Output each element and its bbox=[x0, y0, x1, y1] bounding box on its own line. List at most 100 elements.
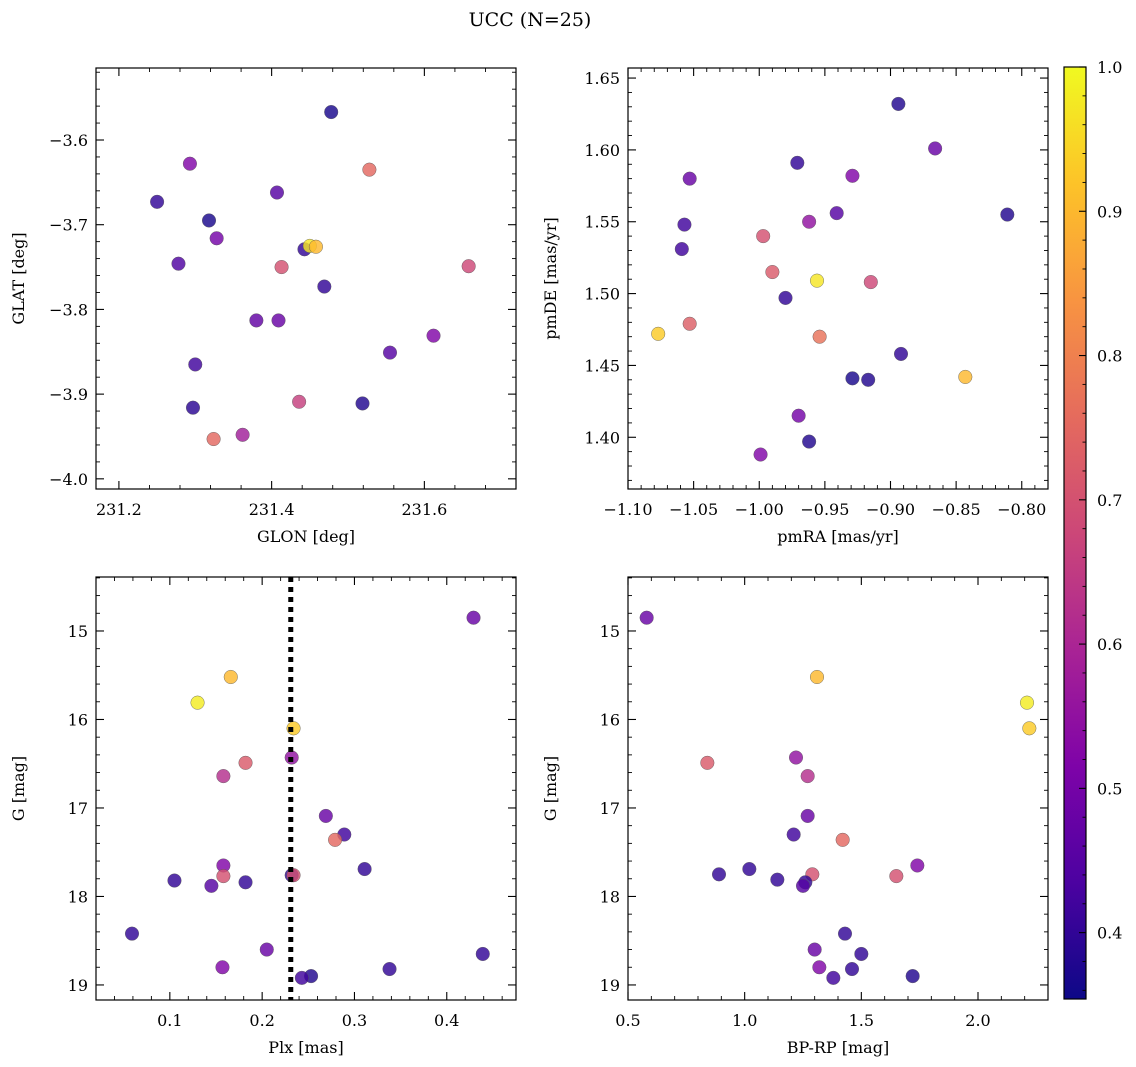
data-point bbox=[854, 946, 869, 961]
data-point bbox=[682, 171, 697, 186]
x-tick-label: −0.95 bbox=[800, 500, 849, 519]
data-point bbox=[318, 808, 333, 823]
y-tick-label: 15 bbox=[68, 622, 88, 641]
x-tick-label: 1.0 bbox=[732, 1011, 757, 1030]
x-tick-label: 0.1 bbox=[157, 1011, 182, 1030]
data-point bbox=[202, 213, 217, 228]
data-point bbox=[861, 372, 876, 387]
axes-frame bbox=[627, 67, 1049, 490]
data-point bbox=[802, 434, 817, 449]
data-point bbox=[796, 878, 811, 893]
x-axis-label: BP-RP [mag] bbox=[787, 1038, 889, 1057]
data-point bbox=[807, 942, 822, 957]
data-point bbox=[845, 371, 860, 386]
data-point bbox=[1020, 695, 1035, 710]
colorbar-tick-label: 0.5 bbox=[1097, 779, 1122, 798]
data-point bbox=[910, 858, 925, 873]
data-point bbox=[753, 447, 768, 462]
data-point bbox=[215, 960, 230, 975]
panel-glon-glat: 231.2 231.4 231.6 −4.0 −3.9 −3.8 −3.7 −3.6 GLON … bbox=[9, 67, 517, 546]
data-point bbox=[216, 769, 231, 784]
colorbar-gradient bbox=[1063, 66, 1087, 1000]
x-tick-label: −0.80 bbox=[997, 500, 1046, 519]
y-tick-label: 17 bbox=[68, 799, 88, 818]
data-point bbox=[294, 970, 309, 985]
y-axis-label: G [mag] bbox=[541, 756, 560, 821]
data-point bbox=[188, 357, 203, 372]
y-tick-label: 18 bbox=[68, 887, 88, 906]
y-tick-label: −3.8 bbox=[49, 300, 88, 319]
data-point bbox=[1022, 721, 1037, 736]
data-point bbox=[791, 408, 806, 423]
data-point bbox=[167, 873, 182, 888]
panel-cmd: 0.5 1.0 1.5 2.0 15 16 17 18 19 BP-RP [mag] G [mag] bbox=[541, 576, 1049, 1057]
panel-plx-g: 0.1 0.2 0.3 0.4 15 16 17 18 19 Plx [mas] G [mag] bbox=[9, 576, 517, 1057]
data-point bbox=[426, 328, 441, 343]
data-point bbox=[259, 942, 274, 957]
y-tick-label: 17 bbox=[600, 799, 620, 818]
data-point bbox=[889, 869, 904, 884]
data-point bbox=[1000, 207, 1015, 222]
x-tick-label: −0.90 bbox=[866, 500, 915, 519]
colorbar: 0.4 0.5 0.6 0.7 0.8 0.9 1.0 bbox=[1063, 58, 1122, 1000]
data-point bbox=[835, 832, 850, 847]
data-point bbox=[651, 326, 666, 341]
y-tick-label: 1.50 bbox=[584, 285, 620, 304]
x-tick-label: 0.4 bbox=[434, 1011, 459, 1030]
y-tick-label: −4.0 bbox=[49, 470, 88, 489]
data-point bbox=[639, 610, 654, 625]
data-point bbox=[802, 214, 817, 229]
x-tick-label: 231.4 bbox=[249, 500, 295, 519]
data-point bbox=[216, 869, 231, 884]
data-point bbox=[845, 962, 860, 977]
x-tick-label: −0.85 bbox=[932, 500, 981, 519]
y-axis-label: pmDE [mas/yr] bbox=[541, 217, 560, 340]
data-point bbox=[742, 862, 757, 877]
y-tick-label: 16 bbox=[600, 710, 620, 729]
data-point bbox=[171, 256, 186, 271]
data-point bbox=[712, 867, 727, 882]
data-point bbox=[894, 346, 909, 361]
data-point bbox=[778, 290, 793, 305]
data-point bbox=[185, 400, 200, 415]
data-point bbox=[700, 755, 715, 770]
y-tick-label: −3.7 bbox=[49, 216, 88, 235]
colorbar-tick-label: 0.7 bbox=[1097, 491, 1122, 510]
data-point bbox=[756, 229, 771, 244]
x-tick-label: 231.2 bbox=[96, 500, 142, 519]
y-tick-label: 19 bbox=[68, 976, 88, 995]
data-point bbox=[271, 313, 286, 328]
x-tick-label: −1.05 bbox=[669, 500, 718, 519]
data-point bbox=[765, 265, 780, 280]
x-tick-label: −1.10 bbox=[603, 500, 652, 519]
data-point bbox=[826, 970, 841, 985]
data-point bbox=[204, 878, 219, 893]
x-axis-label: GLON [deg] bbox=[257, 527, 355, 546]
x-tick-label: 231.6 bbox=[401, 500, 447, 519]
data-point bbox=[324, 105, 339, 120]
colorbar-tick-label: 0.8 bbox=[1097, 347, 1122, 366]
colorbar-tick-label: 0.6 bbox=[1097, 635, 1122, 654]
data-point bbox=[812, 960, 827, 975]
panel-pm: −1.10 −1.05 −1.00 −0.95 −0.90 −0.85 −0.80 1.40 1… bbox=[541, 67, 1049, 546]
data-point bbox=[461, 259, 476, 274]
y-tick-label: 1.45 bbox=[584, 356, 620, 375]
data-point bbox=[206, 432, 221, 447]
data-point bbox=[789, 750, 804, 765]
data-point bbox=[150, 194, 165, 209]
data-point bbox=[383, 345, 398, 360]
data-point bbox=[770, 872, 785, 887]
data-point bbox=[466, 610, 481, 625]
y-tick-label: 16 bbox=[68, 710, 88, 729]
y-axis-label: G [mag] bbox=[9, 756, 28, 821]
data-point bbox=[308, 239, 323, 254]
colorbar-tick-label: 0.9 bbox=[1097, 202, 1122, 221]
x-tick-label: 1.5 bbox=[849, 1011, 874, 1030]
data-point bbox=[357, 862, 372, 877]
data-point bbox=[475, 946, 490, 961]
data-point bbox=[905, 969, 920, 984]
data-point bbox=[786, 827, 801, 842]
y-axis-label: GLAT [deg] bbox=[9, 232, 28, 324]
data-point bbox=[274, 260, 289, 275]
